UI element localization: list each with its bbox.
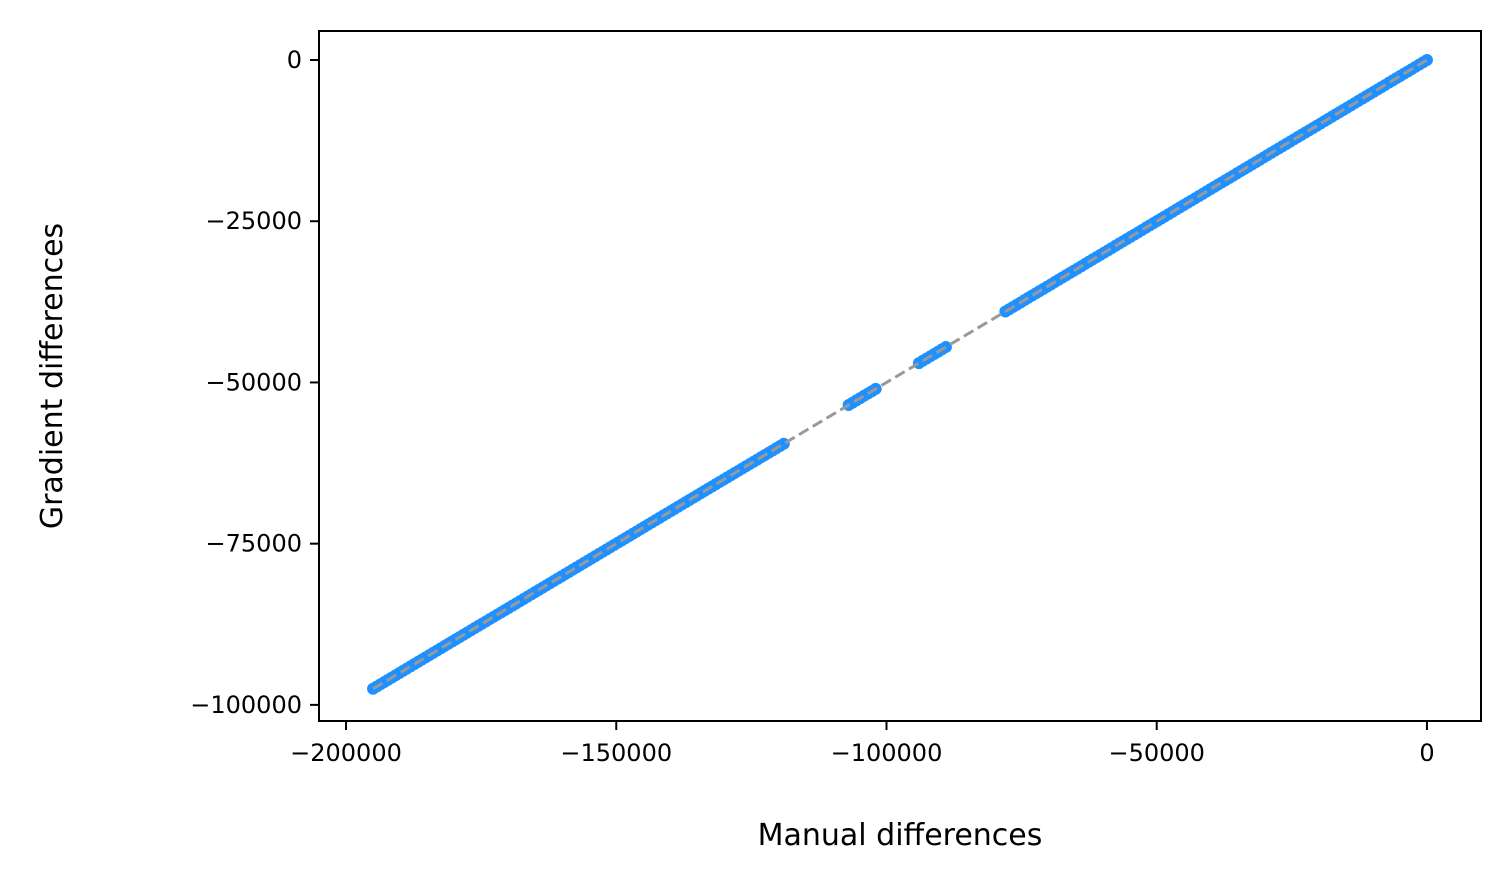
x-tick-label: −200000 — [290, 739, 402, 767]
y-tick-label: −100000 — [190, 691, 302, 719]
x-tick-label: −150000 — [560, 739, 672, 767]
y-tick-label: −50000 — [206, 368, 302, 396]
plot-area-frame — [318, 30, 1482, 722]
reference-line — [372, 58, 1428, 691]
y-tick-label: 0 — [287, 46, 302, 74]
reference-line-layer — [372, 58, 1428, 691]
x-tick-label: 0 — [1419, 739, 1434, 767]
x-axis-label: Manual differences — [758, 818, 1043, 853]
y-tick-label: −75000 — [206, 530, 302, 558]
x-axis-ticks: −200000 −150000 −100000 −50000 0 — [290, 721, 1435, 767]
y-tick-label: −25000 — [206, 207, 302, 235]
y-axis-ticks: 0 −25000 −50000 −75000 −100000 — [190, 46, 319, 719]
x-tick-label: −50000 — [1108, 739, 1204, 767]
y-axis-label: Gradient differences — [35, 223, 70, 529]
x-tick-label: −100000 — [831, 739, 943, 767]
